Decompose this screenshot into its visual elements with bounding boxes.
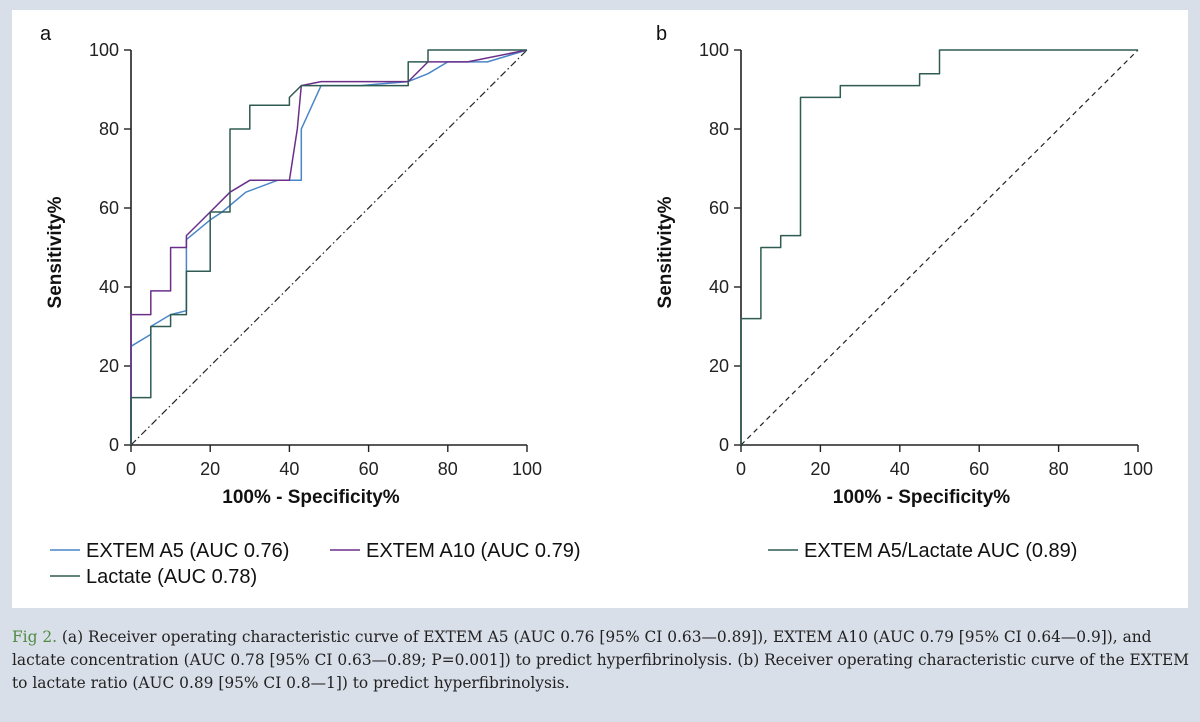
figure-caption: Fig 2. (a) Receiver operating characteri…: [12, 626, 1192, 695]
legend-label: EXTEM A5 (AUC 0.76): [86, 540, 289, 562]
x-tick-label: 60: [359, 459, 379, 479]
y-tick-label: 60: [709, 198, 729, 218]
y-tick-label: 0: [109, 435, 119, 455]
x-tick-label: 80: [1049, 459, 1069, 479]
x-tick-label: 0: [736, 459, 746, 479]
x-tick-label: 20: [810, 459, 830, 479]
x-axis-title: 100% - Specificity%: [833, 487, 1011, 508]
x-tick-label: 40: [890, 459, 910, 479]
legend-label: Lactate (AUC 0.78): [86, 566, 257, 588]
reference-diagonal-line: [130, 49, 528, 446]
y-axis-title: Sensitivity%: [45, 196, 66, 308]
y-tick-label: 80: [709, 119, 729, 139]
x-tick-label: 20: [200, 459, 220, 479]
y-axis-title: Sensitivity%: [655, 196, 676, 308]
x-tick-label: 0: [126, 459, 136, 479]
y-tick-label: 0: [719, 435, 729, 455]
y-tick-label: 40: [99, 277, 119, 297]
x-tick-label: 40: [279, 459, 299, 479]
y-tick-label: 80: [99, 119, 119, 139]
panel-letter: a: [40, 23, 52, 45]
y-tick-label: 20: [709, 356, 729, 376]
roc-curve-1: [740, 49, 1138, 445]
caption-label: Fig 2.: [12, 628, 58, 646]
legend-label: EXTEM A10 (AUC 0.79): [366, 540, 581, 562]
caption-text: (a) Receiver operating characteristic cu…: [12, 628, 1189, 692]
y-tick-label: 100: [89, 40, 119, 60]
x-tick-label: 100: [512, 459, 542, 479]
chart-panel-b: b 0 20 40 60 80 100 0 20 40 60 80 100 100% - Specific…: [655, 23, 1153, 562]
chart-panel-a: a 0 20 40 60 80 100 0 20 40 60 80 100 100% - Specific…: [40, 23, 581, 588]
roc-figure: a 0 20 40 60 80 100 0 20 40 60 80 100 100% - Specific…: [40, 23, 1153, 588]
roc-curve-3: [130, 49, 527, 445]
y-tick-label: 60: [99, 198, 119, 218]
reference-diagonal-line: [740, 49, 1139, 446]
y-tick-label: 100: [699, 40, 729, 60]
legend-label: EXTEM A5/Lactate AUC (0.89): [804, 540, 1077, 562]
y-tick-label: 40: [709, 277, 729, 297]
figure-panel: a 0 20 40 60 80 100 0 20 40 60 80 100 100% - Specific…: [12, 10, 1188, 608]
x-tick-label: 60: [969, 459, 989, 479]
panel-letter: b: [656, 23, 667, 45]
x-axis-title: 100% - Specificity%: [222, 487, 400, 508]
x-tick-label: 80: [438, 459, 458, 479]
x-tick-label: 100: [1123, 459, 1153, 479]
y-tick-label: 20: [99, 356, 119, 376]
